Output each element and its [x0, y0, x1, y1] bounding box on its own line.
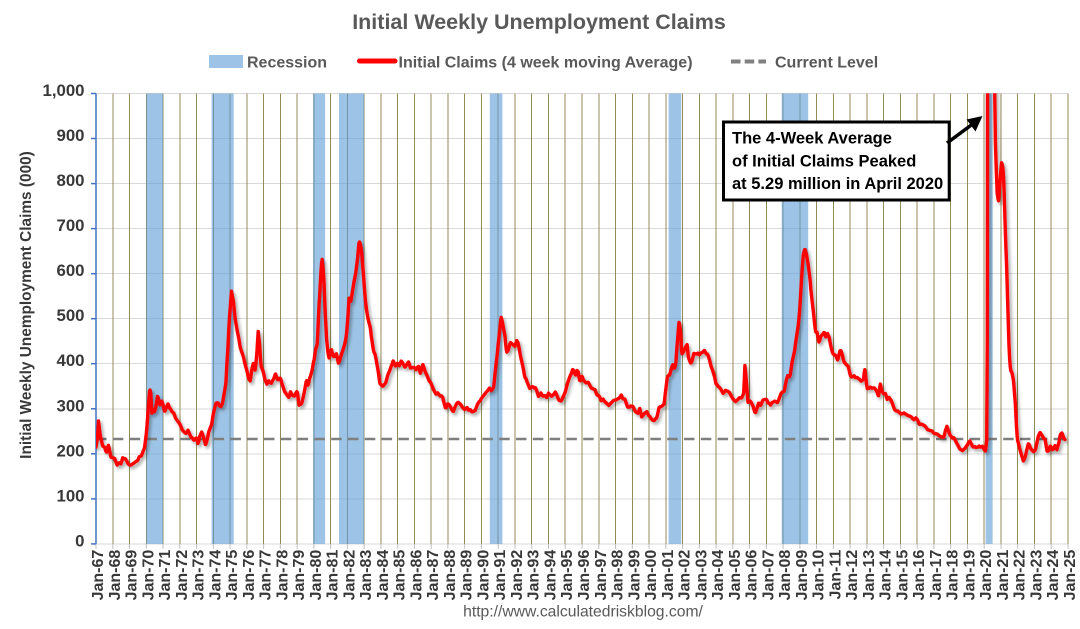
svg-text:Jan-70: Jan-70	[140, 550, 157, 601]
svg-text:Jan-78: Jan-78	[274, 550, 291, 601]
svg-text:Jan-93: Jan-93	[526, 550, 543, 601]
svg-text:Jan-16: Jan-16	[911, 550, 928, 601]
svg-text:Jan-95: Jan-95	[559, 550, 576, 601]
svg-text:Jan-76: Jan-76	[241, 550, 258, 601]
svg-text:Jan-15: Jan-15	[894, 550, 911, 601]
svg-text:300: 300	[57, 396, 85, 415]
svg-text:Jan-10: Jan-10	[811, 550, 828, 601]
svg-text:Jan-99: Jan-99	[626, 550, 643, 601]
svg-text:200: 200	[57, 441, 85, 460]
svg-text:Jan-91: Jan-91	[492, 550, 509, 601]
svg-text:Jan-82: Jan-82	[341, 550, 358, 601]
svg-text:Jan-20: Jan-20	[978, 550, 995, 601]
svg-text:Jan-19: Jan-19	[961, 550, 978, 601]
svg-text:Jan-18: Jan-18	[945, 550, 962, 601]
svg-text:Jan-89: Jan-89	[459, 550, 476, 601]
svg-text:Initial Weekly Unemployment Cl: Initial Weekly Unemployment Claims (000)	[18, 151, 35, 459]
svg-text:Jan-17: Jan-17	[928, 550, 945, 601]
svg-text:Jan-77: Jan-77	[258, 550, 275, 601]
svg-text:Jan-21: Jan-21	[995, 550, 1012, 601]
svg-text:Jan-68: Jan-68	[107, 550, 124, 601]
svg-text:Jan-75: Jan-75	[224, 550, 241, 601]
svg-text:800: 800	[57, 171, 85, 190]
svg-text:Jan-97: Jan-97	[593, 550, 610, 601]
svg-text:Jan-73: Jan-73	[191, 550, 208, 601]
svg-text:Jan-71: Jan-71	[157, 550, 174, 601]
svg-text:Jan-98: Jan-98	[610, 550, 627, 601]
svg-text:Jan-07: Jan-07	[760, 550, 777, 601]
svg-text:Jan-11: Jan-11	[827, 550, 844, 600]
svg-text:Jan-24: Jan-24	[1045, 550, 1062, 601]
svg-text:0: 0	[75, 531, 84, 550]
svg-text:Jan-74: Jan-74	[207, 550, 224, 601]
svg-text:500: 500	[57, 306, 85, 325]
svg-text:Jan-86: Jan-86	[408, 550, 425, 601]
svg-text:http://www.calculatedriskblog.: http://www.calculatedriskblog.com/	[463, 604, 703, 621]
svg-text:700: 700	[57, 216, 85, 235]
svg-text:Jan-94: Jan-94	[543, 550, 560, 601]
svg-text:Jan-72: Jan-72	[174, 550, 191, 601]
svg-text:100: 100	[57, 486, 85, 505]
svg-text:900: 900	[57, 126, 85, 145]
svg-text:Jan-69: Jan-69	[124, 550, 141, 601]
svg-text:Jan-85: Jan-85	[392, 550, 409, 601]
svg-text:Jan-87: Jan-87	[425, 550, 442, 601]
svg-text:Jan-81: Jan-81	[325, 550, 342, 601]
svg-text:Jan-83: Jan-83	[358, 550, 375, 601]
svg-text:Jan-09: Jan-09	[794, 550, 811, 601]
svg-text:Jan-22: Jan-22	[1012, 550, 1029, 601]
svg-text:Jan-80: Jan-80	[308, 550, 325, 601]
svg-text:Recession: Recession	[247, 55, 327, 72]
svg-text:Jan-92: Jan-92	[509, 550, 526, 601]
svg-text:Jan-79: Jan-79	[291, 550, 308, 601]
svg-text:Current Level: Current Level	[775, 55, 878, 72]
svg-text:Jan-88: Jan-88	[442, 550, 459, 601]
svg-text:Jan-84: Jan-84	[375, 550, 392, 601]
svg-text:Jan-25: Jan-25	[1062, 550, 1079, 601]
svg-text:Jan-01: Jan-01	[660, 550, 677, 601]
svg-text:600: 600	[57, 261, 85, 280]
svg-text:Jan-00: Jan-00	[643, 550, 660, 601]
svg-text:Jan-13: Jan-13	[861, 550, 878, 601]
svg-text:Jan-67: Jan-67	[90, 550, 107, 601]
svg-text:Jan-23: Jan-23	[1029, 550, 1046, 601]
svg-text:Jan-04: Jan-04	[710, 550, 727, 601]
svg-text:Jan-14: Jan-14	[878, 550, 895, 601]
svg-text:Initial Claims (4 week moving: Initial Claims (4 week moving Average)	[399, 55, 693, 72]
svg-text:Jan-12: Jan-12	[844, 550, 861, 601]
svg-text:Jan-96: Jan-96	[576, 550, 593, 601]
svg-text:Jan-90: Jan-90	[475, 550, 492, 601]
svg-text:Jan-05: Jan-05	[727, 550, 744, 601]
svg-text:Initial Weekly Unemployment Cl: Initial Weekly Unemployment Claims	[352, 10, 726, 34]
svg-text:1,000: 1,000	[43, 81, 85, 100]
svg-text:Jan-02: Jan-02	[677, 550, 694, 601]
svg-text:400: 400	[57, 351, 85, 370]
svg-text:The 4-Week Average: The 4-Week Average	[732, 130, 892, 148]
svg-text:of Initial Claims Peaked: of Initial Claims Peaked	[732, 152, 916, 170]
svg-text:at 5.29 million in April 2020: at 5.29 million in April 2020	[732, 175, 943, 193]
svg-text:Jan-06: Jan-06	[744, 550, 761, 601]
svg-text:Jan-08: Jan-08	[777, 550, 794, 601]
svg-text:Jan-03: Jan-03	[693, 550, 710, 601]
